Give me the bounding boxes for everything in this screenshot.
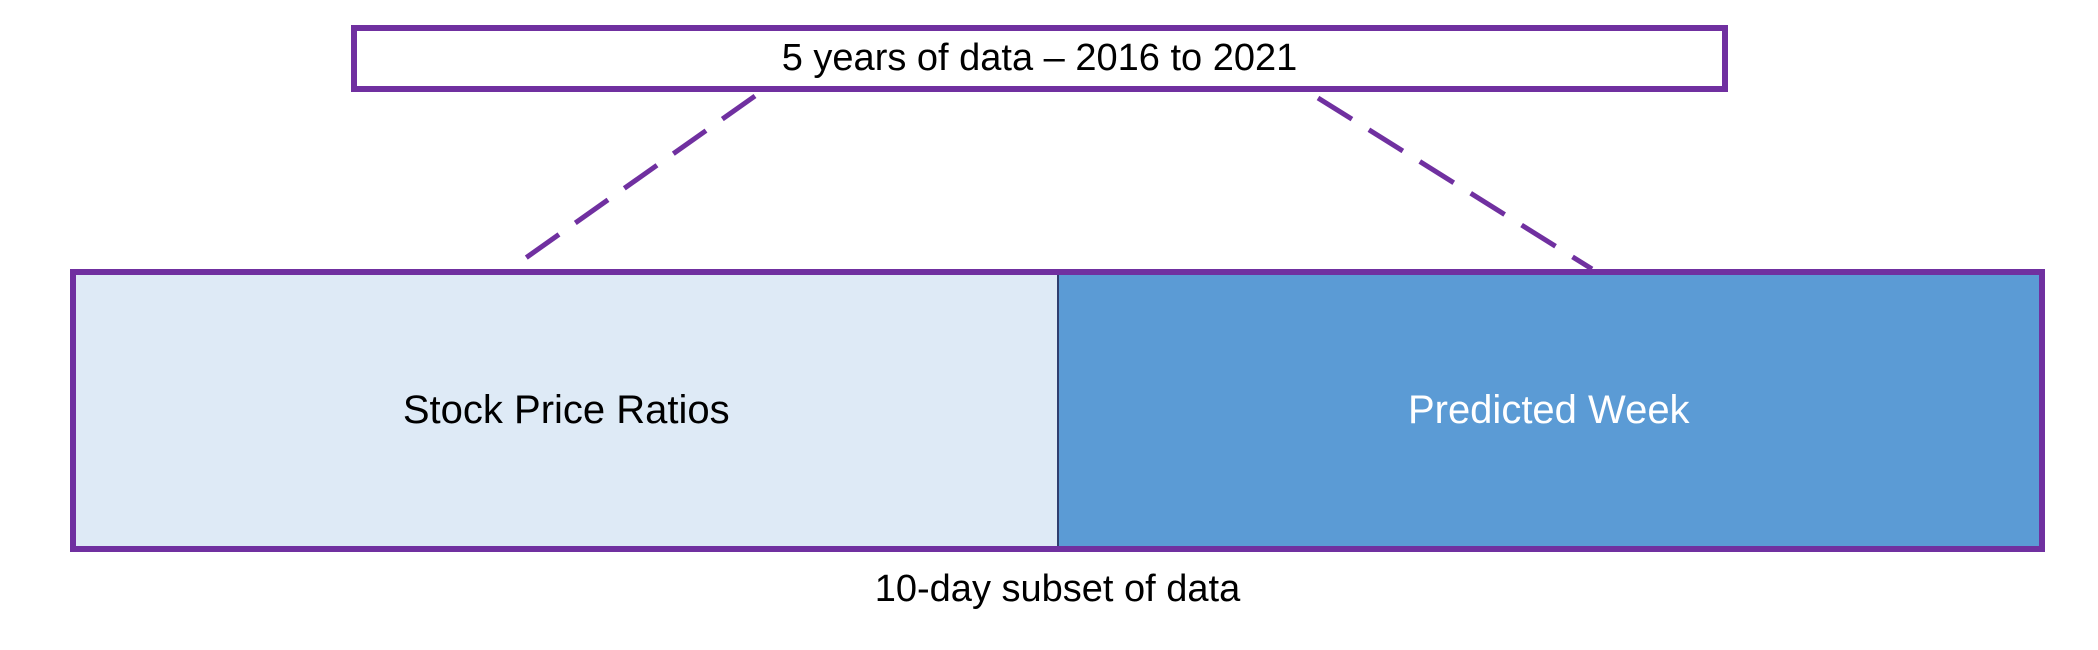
full-dataset-box: 5 years of data – 2016 to 2021 <box>351 25 1728 92</box>
prediction-segment-label: Predicted Week <box>1407 388 1690 432</box>
subset-caption: 10-day subset of data <box>874 568 1241 610</box>
right-dashed-connector <box>1316 95 1594 272</box>
subset-box: Stock Price Ratios Predicted Week <box>70 269 2045 552</box>
prediction-segment: Predicted Week <box>1058 275 2039 546</box>
input-segment: Stock Price Ratios <box>76 275 1059 546</box>
full-dataset-label: 5 years of data – 2016 to 2021 <box>781 37 1298 79</box>
input-segment-label: Stock Price Ratios <box>402 388 730 432</box>
left-dashed-connector <box>518 93 757 265</box>
